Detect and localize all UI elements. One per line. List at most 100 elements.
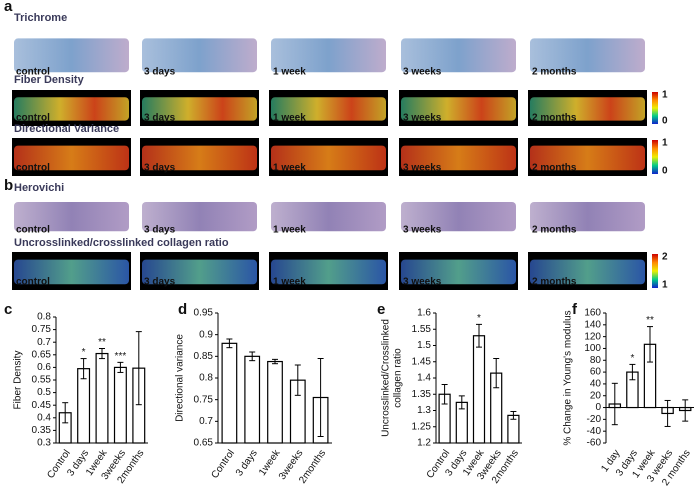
colorbar-label: 2 bbox=[662, 252, 668, 263]
bar bbox=[267, 360, 283, 444]
y-tick-label: 160 bbox=[584, 308, 601, 319]
tissue bbox=[142, 38, 257, 73]
significance: *** bbox=[115, 351, 127, 362]
image-caption: 3 weeks bbox=[403, 163, 442, 174]
y-tick-label: 0.7 bbox=[199, 416, 213, 427]
y-tick-label: 80 bbox=[590, 355, 602, 366]
panel-letter: c bbox=[4, 301, 12, 318]
error-bar bbox=[476, 323, 482, 348]
image-caption: 2 months bbox=[532, 277, 577, 288]
y-tick-label: 0.3 bbox=[37, 438, 51, 449]
y-tick-label: 0.95 bbox=[194, 308, 214, 319]
tissue bbox=[401, 145, 516, 171]
image-caption: 1 week bbox=[273, 277, 306, 288]
panel-letter: e bbox=[377, 301, 385, 318]
significance: ** bbox=[646, 315, 654, 326]
image-caption: 3 days bbox=[144, 67, 176, 78]
tissue bbox=[14, 97, 129, 121]
y-tick-label: 0.65 bbox=[32, 349, 52, 360]
error-bar bbox=[647, 326, 653, 363]
colorbar bbox=[652, 254, 658, 288]
y-axis-label: Uncrosslinked/Crosslinked bbox=[381, 319, 392, 437]
y-tick-label: 120 bbox=[584, 331, 601, 342]
tissue bbox=[14, 38, 129, 73]
image-caption: 3 days bbox=[144, 113, 176, 124]
y-tick-label: 0.4 bbox=[37, 412, 51, 423]
panel-letter: f bbox=[572, 301, 578, 318]
y-tick-label: -40 bbox=[587, 426, 602, 437]
y-tick-label: 0.75 bbox=[194, 394, 214, 405]
image-caption: control bbox=[16, 225, 50, 236]
tissue bbox=[530, 97, 645, 121]
tissue bbox=[530, 259, 645, 285]
image-caption: 1 week bbox=[273, 225, 306, 236]
panel-letter: a bbox=[4, 0, 13, 15]
panel-letter: b bbox=[4, 177, 13, 194]
error-bar bbox=[80, 358, 87, 380]
image-caption: 1 week bbox=[273, 67, 306, 78]
tissue bbox=[142, 259, 257, 285]
significance: * bbox=[630, 353, 634, 364]
tissue bbox=[271, 38, 386, 73]
significance: * bbox=[82, 347, 86, 358]
error-bar bbox=[682, 399, 689, 422]
tissue bbox=[271, 97, 386, 121]
colorbar-label: 0 bbox=[662, 166, 668, 177]
image-caption: control bbox=[16, 163, 50, 174]
error-bar bbox=[226, 338, 233, 349]
error-bar bbox=[117, 361, 124, 373]
tissue bbox=[142, 97, 257, 121]
y-tick-label: 60 bbox=[590, 367, 602, 378]
row-title: Directional Variance bbox=[14, 123, 119, 135]
y-tick-label: 100 bbox=[584, 343, 601, 354]
image-caption: 2 months bbox=[532, 67, 577, 78]
error-bar bbox=[294, 364, 301, 396]
colorbar-label: 0 bbox=[662, 116, 668, 127]
error-bar bbox=[458, 395, 465, 410]
y-axis-label: Directional variance bbox=[175, 334, 186, 422]
y-axis-label: % Change in Young's modulus bbox=[563, 310, 574, 445]
y-tick-label: 0.5 bbox=[37, 387, 51, 398]
image-caption: 3 weeks bbox=[403, 277, 442, 288]
row-title: Uncrosslinked/crosslinked collagen ratio bbox=[14, 237, 229, 249]
tissue bbox=[271, 202, 386, 232]
colorbar bbox=[652, 140, 658, 174]
y-tick-label: 0.6 bbox=[37, 362, 51, 373]
bar bbox=[95, 352, 109, 444]
image-caption: 2 months bbox=[532, 113, 577, 124]
tissue bbox=[271, 259, 386, 285]
panel-letter: d bbox=[178, 301, 187, 318]
tissue bbox=[401, 38, 516, 73]
image-caption: 3 weeks bbox=[403, 67, 442, 78]
significance: ** bbox=[98, 337, 106, 348]
bar bbox=[472, 335, 486, 444]
error-bar bbox=[317, 358, 324, 437]
image-caption: 3 weeks bbox=[403, 225, 442, 236]
tissue bbox=[14, 145, 129, 171]
colorbar bbox=[652, 92, 658, 124]
x-tick-label: Control bbox=[210, 448, 238, 481]
y-tick-label: 0.8 bbox=[199, 373, 213, 384]
bar bbox=[244, 355, 261, 444]
y-tick-label: -60 bbox=[587, 438, 602, 449]
y-tick-label: 0.8 bbox=[37, 312, 51, 323]
image-caption: 3 days bbox=[144, 163, 176, 174]
tissue bbox=[401, 202, 516, 232]
y-tick-label: 1.4 bbox=[417, 373, 431, 384]
tissue bbox=[401, 97, 516, 121]
image-caption: 1 week bbox=[273, 113, 306, 124]
error-bar bbox=[611, 382, 618, 426]
row-title: Herovichi bbox=[14, 182, 64, 194]
y-tick-label: 0.65 bbox=[194, 438, 214, 449]
y-tick-label: 20 bbox=[590, 390, 602, 401]
image-caption: 1 week bbox=[273, 163, 306, 174]
error-bar bbox=[135, 331, 142, 406]
y-tick-label: 1.35 bbox=[412, 389, 432, 400]
error-bar bbox=[629, 363, 636, 381]
y-tick-label: 0.85 bbox=[194, 351, 214, 362]
image-caption: control bbox=[16, 277, 50, 288]
image-caption: 2 months bbox=[532, 225, 577, 236]
tissue bbox=[530, 145, 645, 171]
y-tick-label: 1.6 bbox=[417, 308, 431, 319]
